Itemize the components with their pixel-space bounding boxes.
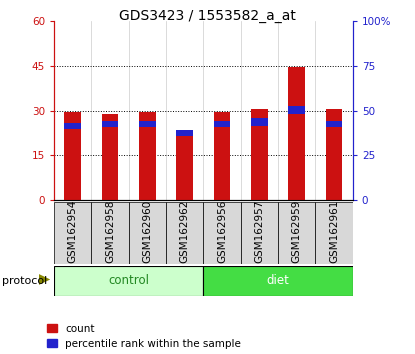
Text: diet: diet [266, 274, 290, 287]
Bar [91, 202, 129, 264]
Bar [326, 109, 342, 200]
Text: GSM162959: GSM162959 [292, 200, 302, 263]
Bar [251, 118, 268, 126]
Bar [326, 121, 342, 127]
Bar [214, 112, 230, 200]
Text: GDS3423 / 1553582_a_at: GDS3423 / 1553582_a_at [119, 9, 296, 23]
Bar [139, 121, 156, 127]
Bar [166, 202, 203, 264]
Bar [203, 202, 241, 264]
Bar [278, 202, 315, 264]
Text: GSM162958: GSM162958 [105, 200, 115, 263]
Bar [176, 130, 193, 136]
Bar [102, 121, 118, 127]
Bar [251, 109, 268, 200]
Bar [64, 112, 81, 200]
Bar [241, 202, 278, 264]
Text: GSM162961: GSM162961 [329, 200, 339, 263]
Bar [288, 67, 305, 200]
Bar [54, 266, 203, 296]
Text: control: control [108, 274, 149, 287]
Bar [214, 121, 230, 127]
Bar [176, 130, 193, 200]
Bar [54, 202, 91, 264]
Bar [64, 122, 81, 129]
Text: protocol: protocol [2, 276, 47, 286]
Text: GSM162956: GSM162956 [217, 200, 227, 263]
Bar [203, 266, 353, 296]
Bar [102, 114, 118, 200]
Bar [139, 112, 156, 200]
Legend: count, percentile rank within the sample: count, percentile rank within the sample [47, 324, 242, 349]
Text: GSM162957: GSM162957 [254, 200, 264, 263]
Bar [315, 202, 353, 264]
Text: GSM162960: GSM162960 [142, 200, 152, 263]
Polygon shape [39, 274, 50, 285]
Text: GSM162954: GSM162954 [68, 200, 78, 263]
Bar [129, 202, 166, 264]
Text: GSM162962: GSM162962 [180, 200, 190, 263]
Bar [288, 106, 305, 114]
